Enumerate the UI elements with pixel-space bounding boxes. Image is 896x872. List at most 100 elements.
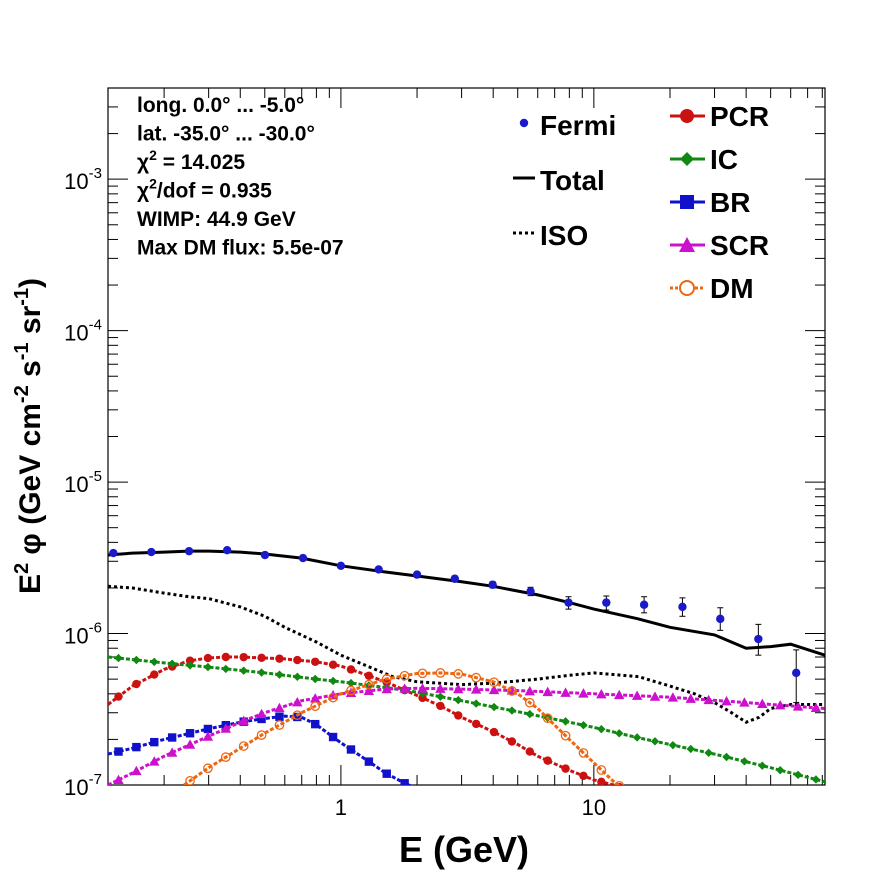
fermi-point [639,596,649,614]
scr-marker [488,684,500,695]
info-line: χ2 = 14.025 [137,147,245,174]
scr-marker [399,683,410,693]
legend-label: BR [710,187,750,218]
br-marker [132,742,141,752]
pcr-marker [346,665,356,674]
fermi-point [374,565,383,574]
info-line: long. 0.0° ... -5.0° [137,94,304,117]
fermi-marker [526,587,535,596]
ic-marker [311,674,320,684]
y-tick-label: 10-3 [64,165,102,194]
pcr-marker [293,655,302,665]
scr-marker [631,690,643,700]
pcr-marker [418,693,427,703]
scr-marker [524,685,536,696]
scr-marker [757,698,768,709]
scr-marker [685,693,696,703]
fermi-point [450,574,460,583]
ic-marker [525,709,535,719]
pcr-marker [579,771,588,781]
ic-marker [167,659,177,668]
legend-marker [680,195,694,209]
dm-marker [399,670,410,681]
fermi-point [412,570,422,579]
scr-marker [578,688,589,698]
dm-marker [310,701,321,712]
pcr-marker [150,670,159,679]
scr-marker [417,683,428,693]
scr-marker [453,683,464,694]
legend-label: Total [540,165,605,196]
scr-marker [739,697,750,707]
fermi-point [336,561,346,571]
scr-marker [470,684,482,694]
ic-marker [632,733,642,742]
legend-fermi-marker [519,118,529,128]
pcr-marker [436,701,445,711]
legend-item-fermi: Fermi [519,110,616,141]
dm-marker [238,741,249,751]
series-total [108,549,825,657]
scr-marker [667,692,679,702]
dm-marker [203,763,213,774]
x-axis-title: E (GeV) [399,829,529,870]
legend-label: Fermi [540,110,616,141]
pcr-marker [561,764,570,773]
y-tick-label: 10-4 [64,317,102,346]
pcr-marker [507,737,517,746]
fermi-point [792,649,801,704]
ic-marker [150,657,159,667]
scr-marker [435,683,446,693]
scr-marker [274,702,285,713]
dm-marker [596,765,607,775]
ic-marker [418,689,427,698]
fermi-point [184,546,194,556]
pcr-marker [543,756,552,765]
dm-marker [578,748,589,758]
legend-item-iso: ISO [513,220,588,251]
scr-marker [310,693,321,703]
fermi-point [222,546,232,555]
pcr-marker [239,652,248,662]
ic-marker [758,761,767,770]
legend-item-total: Total [513,165,605,196]
scr-marker [703,694,714,705]
br-marker [150,737,159,747]
fermi-point [298,553,308,563]
x-tick-label: 10 [582,795,606,820]
info-box: long. 0.0° ... -5.0° lat. -35.0° ... -30.… [137,94,344,260]
dm-marker [524,697,535,708]
scr-marker [721,696,732,706]
x-tick-label: 1 [335,795,347,820]
fermi-marker [374,565,383,574]
scr-marker [113,774,124,785]
scr-marker [238,715,249,726]
y-title-sup-cm: -2 [11,385,33,403]
br-marker [167,733,177,742]
legend-marker [680,109,694,123]
scr-marker [596,688,607,699]
ic-marker [454,695,463,705]
info-line: χ2/dof = 0.935 [137,176,272,203]
pcr-marker [185,656,195,665]
ic-marker [686,744,695,754]
pcr-marker [382,678,391,687]
fermi-marker [754,634,763,644]
dm-marker [346,685,356,696]
ic-marker [328,676,338,686]
legend-marker [679,280,695,296]
legend-marker [680,152,694,166]
dm-marker [185,776,195,785]
info-line: WIMP: 44.9 GeV [137,208,296,231]
pcr-marker [114,692,123,701]
ic-marker [221,664,231,674]
pcr-marker [597,777,606,785]
ic-marker [436,692,445,701]
scr-marker [131,765,142,776]
ic-marker [615,729,624,738]
legend-label: IC [710,144,738,175]
fermi-point [564,596,573,610]
y-title-s: s [14,360,47,385]
scr-marker [292,696,303,707]
